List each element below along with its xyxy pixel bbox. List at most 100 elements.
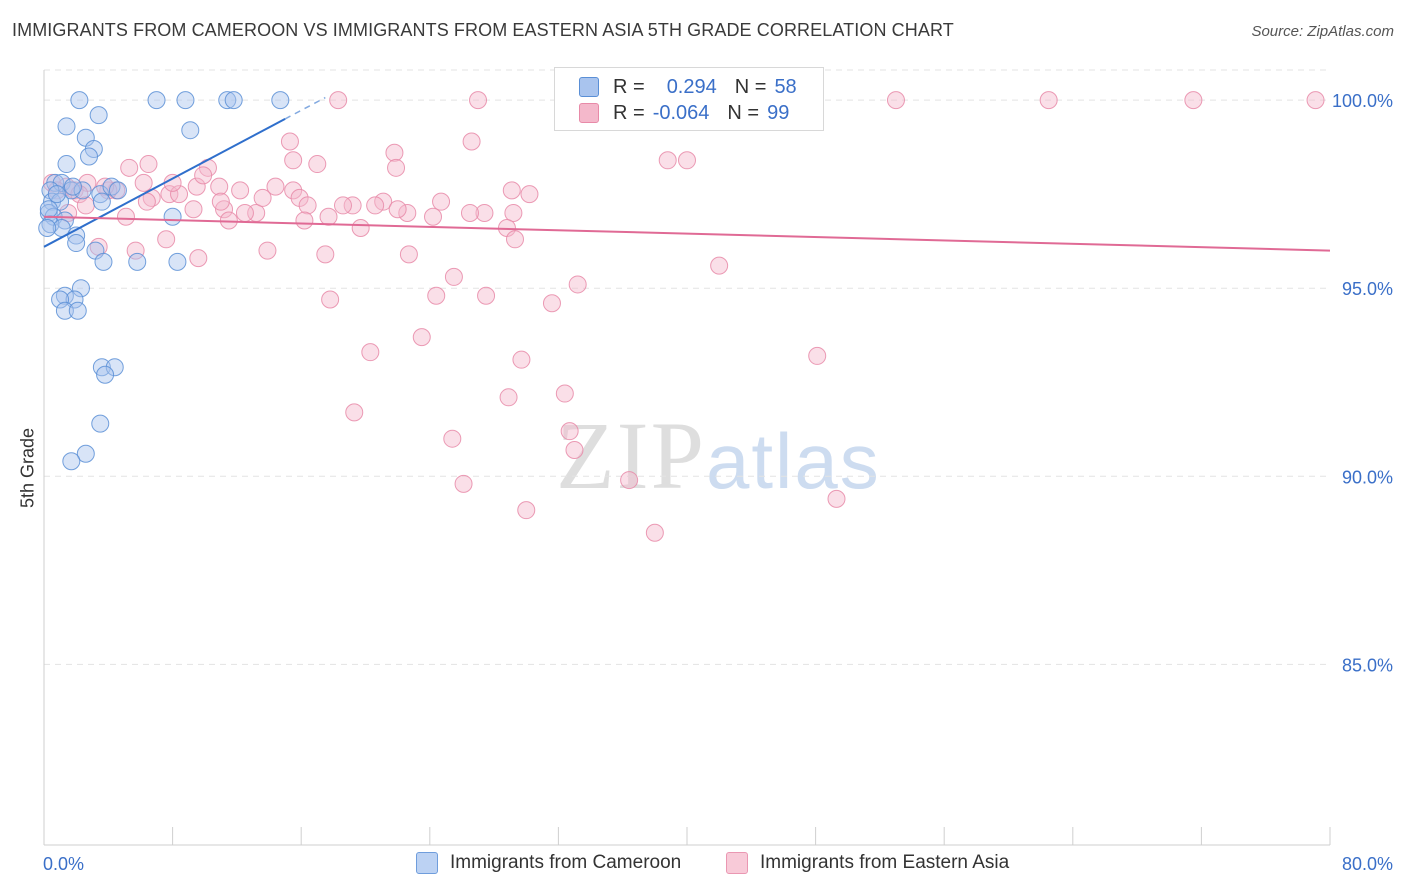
legend-swatch-pink xyxy=(726,852,748,874)
cameroon-point xyxy=(92,192,111,211)
eastern-asia-point xyxy=(388,200,407,219)
cameroon-point xyxy=(89,106,108,125)
eastern-asia-point xyxy=(321,290,340,309)
cameroon-point xyxy=(73,181,92,200)
tick-labels: 85.0% 90.0% 95.0% 100.0% 0.0% 80.0% xyxy=(43,91,1393,874)
cameroon-point xyxy=(108,181,127,200)
eastern-asia-point xyxy=(620,471,639,490)
eastern-asia-point xyxy=(284,151,303,170)
series-eastern-asia-points xyxy=(43,91,1325,542)
cameroon-point xyxy=(55,301,74,320)
cameroon-point xyxy=(70,91,89,110)
legend-item-cameroon[interactable]: Immigrants from Cameroon xyxy=(416,852,681,874)
cameroon-point xyxy=(163,207,182,226)
eastern-asia-point xyxy=(211,192,230,211)
cameroon-point xyxy=(94,252,113,271)
eastern-asia-point xyxy=(469,91,488,110)
eastern-asia-point xyxy=(253,188,272,207)
eastern-asia-point xyxy=(432,192,451,211)
cameroon-point xyxy=(71,279,90,298)
y-tick-label: 95.0% xyxy=(1342,279,1393,299)
legend-swatch-blue xyxy=(579,77,599,97)
eastern-asia-point xyxy=(827,489,846,508)
cameroon-point xyxy=(68,301,87,320)
cameroon-trend-line xyxy=(43,118,286,248)
legend-item-label: Immigrants from Cameroon xyxy=(450,852,682,873)
legend-swatch-blue xyxy=(416,852,438,874)
cameroon-trend-extension xyxy=(284,96,326,120)
cameroon-point xyxy=(57,117,76,136)
cameroon-point xyxy=(105,358,124,377)
eastern-asia-point xyxy=(1306,91,1325,110)
eastern-asia-point xyxy=(443,429,462,448)
x-tick-label: 0.0% xyxy=(43,854,84,874)
eastern-asia-point xyxy=(258,241,277,260)
eastern-asia-point xyxy=(808,346,827,365)
eastern-asia-point xyxy=(184,200,203,219)
y-tick-label: 90.0% xyxy=(1342,467,1393,487)
eastern-asia-point xyxy=(520,185,539,204)
eastern-asia-point xyxy=(308,155,327,174)
eastern-asia-point xyxy=(398,203,417,222)
eastern-asia-point xyxy=(387,158,406,177)
watermark-atlas: atlas xyxy=(706,417,881,505)
eastern-asia-point xyxy=(157,230,176,249)
cameroon-point xyxy=(224,91,243,110)
cameroon-point xyxy=(147,91,166,110)
eastern-asia-point xyxy=(1039,91,1058,110)
eastern-asia-point xyxy=(361,343,380,362)
legend-item-label: Immigrants from Eastern Asia xyxy=(760,852,1010,873)
eastern-asia-point xyxy=(645,523,664,542)
legend-n-label: N = xyxy=(727,101,760,124)
eastern-asia-point xyxy=(399,245,418,264)
legend-r-label: R = xyxy=(613,75,645,98)
legend-row-eastern-asia: R = -0.064 N = 99 xyxy=(579,101,789,125)
eastern-asia-point xyxy=(678,151,696,170)
cameroon-point xyxy=(67,234,86,253)
cameroon-point xyxy=(38,219,57,238)
cameroon-point xyxy=(76,444,95,463)
eastern-asia-point xyxy=(280,132,299,151)
eastern-asia-point xyxy=(316,245,335,264)
legend-item-eastern-asia[interactable]: Immigrants from Eastern Asia xyxy=(726,852,1009,874)
eastern-asia-point xyxy=(170,185,189,204)
eastern-asia-point xyxy=(343,196,362,215)
cameroon-point xyxy=(91,185,110,204)
legend-row-cameroon: R = 0.294 N = 58 xyxy=(579,75,797,99)
eastern-asia-point xyxy=(189,249,208,268)
eastern-asia-point xyxy=(427,286,446,305)
eastern-asia-point xyxy=(565,440,584,459)
legend-r-label: R = xyxy=(613,101,645,124)
eastern-asia-point xyxy=(319,207,338,226)
eastern-asia-point xyxy=(235,203,254,222)
eastern-asia-point xyxy=(462,132,481,151)
cameroon-point xyxy=(63,177,82,196)
eastern-asia-point xyxy=(502,181,521,200)
eastern-asia-point xyxy=(560,422,579,441)
cameroon-point xyxy=(80,147,99,166)
eastern-asia-point xyxy=(210,177,229,196)
legend-n-value: 99 xyxy=(767,101,790,124)
eastern-asia-point xyxy=(886,91,905,110)
chart-title: IMMIGRANTS FROM CAMEROON VS IMMIGRANTS F… xyxy=(12,20,954,40)
eastern-asia-trend-line xyxy=(43,215,1331,252)
cameroon-point xyxy=(62,452,81,471)
eastern-asia-point xyxy=(542,294,561,313)
eastern-asia-point xyxy=(366,196,385,215)
eastern-asia-point xyxy=(187,177,206,196)
eastern-asia-point xyxy=(194,166,213,185)
cameroon-point xyxy=(176,91,195,110)
cameroon-point xyxy=(128,252,147,271)
eastern-asia-point xyxy=(454,474,473,493)
eastern-asia-point xyxy=(351,219,370,238)
eastern-asia-point xyxy=(460,203,479,222)
series-cameroon-points xyxy=(38,91,290,471)
eastern-asia-point xyxy=(504,203,523,222)
legend-swatch-pink xyxy=(579,103,599,123)
eastern-asia-point xyxy=(555,384,574,403)
y-tick-label: 85.0% xyxy=(1342,655,1393,675)
legend-n-value: 58 xyxy=(774,75,797,98)
eastern-asia-point xyxy=(477,286,496,305)
cameroon-point xyxy=(39,200,58,219)
